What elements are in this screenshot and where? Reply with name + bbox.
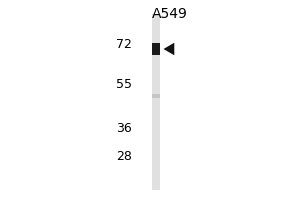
Polygon shape [164,43,174,55]
Bar [152,44,160,54]
Bar [152,94,160,98]
Bar [152,14,160,190]
Text: 36: 36 [116,121,132,134]
Text: 55: 55 [116,78,132,90]
Text: A549: A549 [152,7,188,21]
Text: 28: 28 [116,150,132,162]
Text: 72: 72 [116,38,132,50]
